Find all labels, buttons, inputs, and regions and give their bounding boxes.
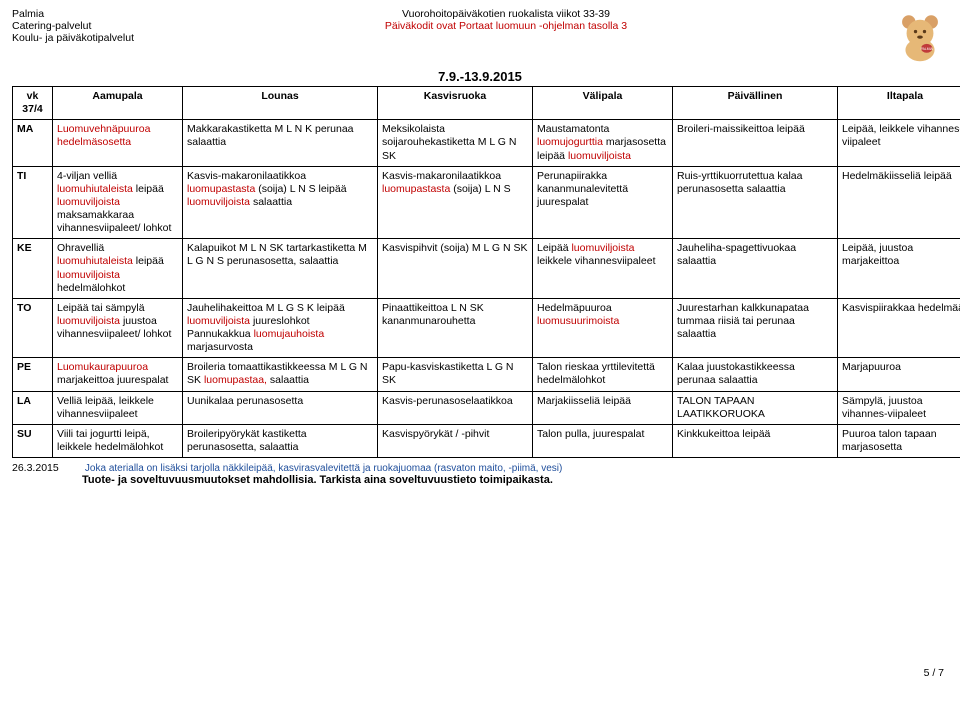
date-range: 7.9.-13.9.2015 xyxy=(12,69,948,84)
table-row: TOLeipää tai sämpylä luomuviljoista juus… xyxy=(13,298,960,358)
paiv-cell: Broileri-maissikeittoa leipää xyxy=(673,120,838,166)
aamupala-cell: 4-viljan velliä luomuhiutaleista leipää … xyxy=(53,166,183,239)
aamupala-cell: Ohravelliä luomuhiutaleista leipää luomu… xyxy=(53,239,183,299)
col-valipala: Välipala xyxy=(533,87,673,120)
paiv-cell: Ruis-yrttikuorrutettua kalaa perunasoset… xyxy=(673,166,838,239)
table-header-row: vk 37/4 Aamupala Lounas Kasvisruoka Väli… xyxy=(13,87,960,120)
table-row: TI4-viljan velliä luomuhiutaleista leipä… xyxy=(13,166,960,239)
aamupala-cell: Velliä leipää, leikkele vihannesviipalee… xyxy=(53,391,183,424)
org-block: Palmia Catering-palvelut Koulu- ja päivä… xyxy=(12,8,134,67)
lounas-cell: Uunikalaa perunasosetta xyxy=(183,391,378,424)
col-iltapala: Iltapala xyxy=(838,87,960,120)
lounas-cell: Broileria tomaattikastikkeessa M L G N S… xyxy=(183,358,378,391)
subtitle: Päiväkodit ovat Portaat luomuun -ohjelma… xyxy=(134,20,878,32)
paiv-cell: Kinkkukeittoa leipää xyxy=(673,424,838,457)
valipala-cell: Talon rieskaa yrttilevitettä hedelmälohk… xyxy=(533,358,673,391)
page-number: 5 / 7 xyxy=(924,667,944,679)
teddy-bear-icon: PALMIA xyxy=(892,8,948,64)
paiv-cell: TALON TAPAAN LAATIKKORUOKA xyxy=(673,391,838,424)
footer-note-blue: Joka aterialla on lisäksi tarjolla näkki… xyxy=(85,463,562,474)
col-paivallinen: Päivällinen xyxy=(673,87,838,120)
lounas-cell: Kalapuikot M L N SK tartarkastiketta M L… xyxy=(183,239,378,299)
title: Vuorohoitopäiväkotien ruokalista viikot … xyxy=(134,8,878,20)
valipala-cell: Maustamatonta luomujogurttia marjasosett… xyxy=(533,120,673,166)
lounas-cell: Jauhelihakeittoa M L G S K leipää luomuv… xyxy=(183,298,378,358)
lounas-cell: Broileripyörykät kastiketta perunasosett… xyxy=(183,424,378,457)
org-line2: Catering-palvelut xyxy=(12,20,134,32)
paiv-cell: Kalaa juustokastikkeessa perunaa salaatt… xyxy=(673,358,838,391)
kasvis-cell: Meksikolaista soijarouhekastiketta M L G… xyxy=(378,120,533,166)
aamupala-cell: Leipää tai sämpylä luomuviljoista juusto… xyxy=(53,298,183,358)
title-block: Vuorohoitopäiväkotien ruokalista viikot … xyxy=(134,8,878,67)
kasvis-cell: Pinaattikeittoa L N SK kananmunarouhetta xyxy=(378,298,533,358)
valipala-cell: Talon pulla, juurespalat xyxy=(533,424,673,457)
header: Palmia Catering-palvelut Koulu- ja päivä… xyxy=(12,8,948,67)
kasvis-cell: Kasvispihvit (soija) M L G N SK xyxy=(378,239,533,299)
valipala-cell: Perunapiirakka kananmunalevitettä juures… xyxy=(533,166,673,239)
col-aamupala: Aamupala xyxy=(53,87,183,120)
table-row: MALuomuvehnäpuuroa hedelmäsosettaMakkara… xyxy=(13,120,960,166)
table-row: LAVelliä leipää, leikkele vihannesviipal… xyxy=(13,391,960,424)
org-line3: Koulu- ja päiväkotipalvelut xyxy=(12,32,134,44)
footer-note-bold: Tuote- ja soveltuvuusmuutokset mahdollis… xyxy=(82,474,948,486)
aamupala-cell: Viili tai jogurtti leipä, leikkele hedel… xyxy=(53,424,183,457)
menu-table: vk 37/4 Aamupala Lounas Kasvisruoka Väli… xyxy=(12,86,960,458)
footer-block: 26.3.2015 Joka aterialla on lisäksi tarj… xyxy=(12,462,948,486)
day-cell: TO xyxy=(13,298,53,358)
table-row: KEOhravelliä luomuhiutaleista leipää luo… xyxy=(13,239,960,299)
col-lounas: Lounas xyxy=(183,87,378,120)
footer-date: 26.3.2015 xyxy=(12,462,82,474)
valipala-cell: Leipää luomuviljoista leikkele vihannesv… xyxy=(533,239,673,299)
ilta-cell: Kasvispiirakkaa hedelmää xyxy=(838,298,960,358)
ilta-cell: Leipää, juustoa marjakeittoa xyxy=(838,239,960,299)
logo-area: PALMIA xyxy=(878,8,948,67)
kasvis-cell: Kasvispyörykät / -pihvit xyxy=(378,424,533,457)
svg-text:PALMIA: PALMIA xyxy=(921,47,934,51)
day-cell: KE xyxy=(13,239,53,299)
kasvis-cell: Papu-kasviskastiketta L G N SK xyxy=(378,358,533,391)
kasvis-cell: Kasvis-makaronilaatikkoa luomupastasta (… xyxy=(378,166,533,239)
table-row: PELuomukaurapuuroa marjakeittoa juurespa… xyxy=(13,358,960,391)
ilta-cell: Puuroa talon tapaan marjasosetta xyxy=(838,424,960,457)
aamupala-cell: Luomukaurapuuroa marjakeittoa juurespala… xyxy=(53,358,183,391)
day-cell: PE xyxy=(13,358,53,391)
ilta-cell: Sämpylä, juustoa vihannes-viipaleet xyxy=(838,391,960,424)
org-line1: Palmia xyxy=(12,8,134,20)
valipala-cell: Marjakiisseliä leipää xyxy=(533,391,673,424)
col-vk: vk 37/4 xyxy=(13,87,53,120)
day-cell: SU xyxy=(13,424,53,457)
col-kasvis: Kasvisruoka xyxy=(378,87,533,120)
day-cell: MA xyxy=(13,120,53,166)
aamupala-cell: Luomuvehnäpuuroa hedelmäsosetta xyxy=(53,120,183,166)
day-cell: TI xyxy=(13,166,53,239)
valipala-cell: Hedelmäpuuroa luomusuurimoista xyxy=(533,298,673,358)
kasvis-cell: Kasvis-perunasoselaatikkoa xyxy=(378,391,533,424)
ilta-cell: Marjapuuroa xyxy=(838,358,960,391)
ilta-cell: Hedelmäkiisseliä leipää xyxy=(838,166,960,239)
paiv-cell: Juurestarhan kalkkunapataa tummaa riisiä… xyxy=(673,298,838,358)
day-cell: LA xyxy=(13,391,53,424)
lounas-cell: Makkarakastiketta M L N K perunaa salaat… xyxy=(183,120,378,166)
ilta-cell: Leipää, leikkele vihannes-viipaleet xyxy=(838,120,960,166)
lounas-cell: Kasvis-makaronilaatikkoa luomupastasta (… xyxy=(183,166,378,239)
paiv-cell: Jauheliha-spagettivuokaa salaattia xyxy=(673,239,838,299)
table-row: SUViili tai jogurtti leipä, leikkele hed… xyxy=(13,424,960,457)
